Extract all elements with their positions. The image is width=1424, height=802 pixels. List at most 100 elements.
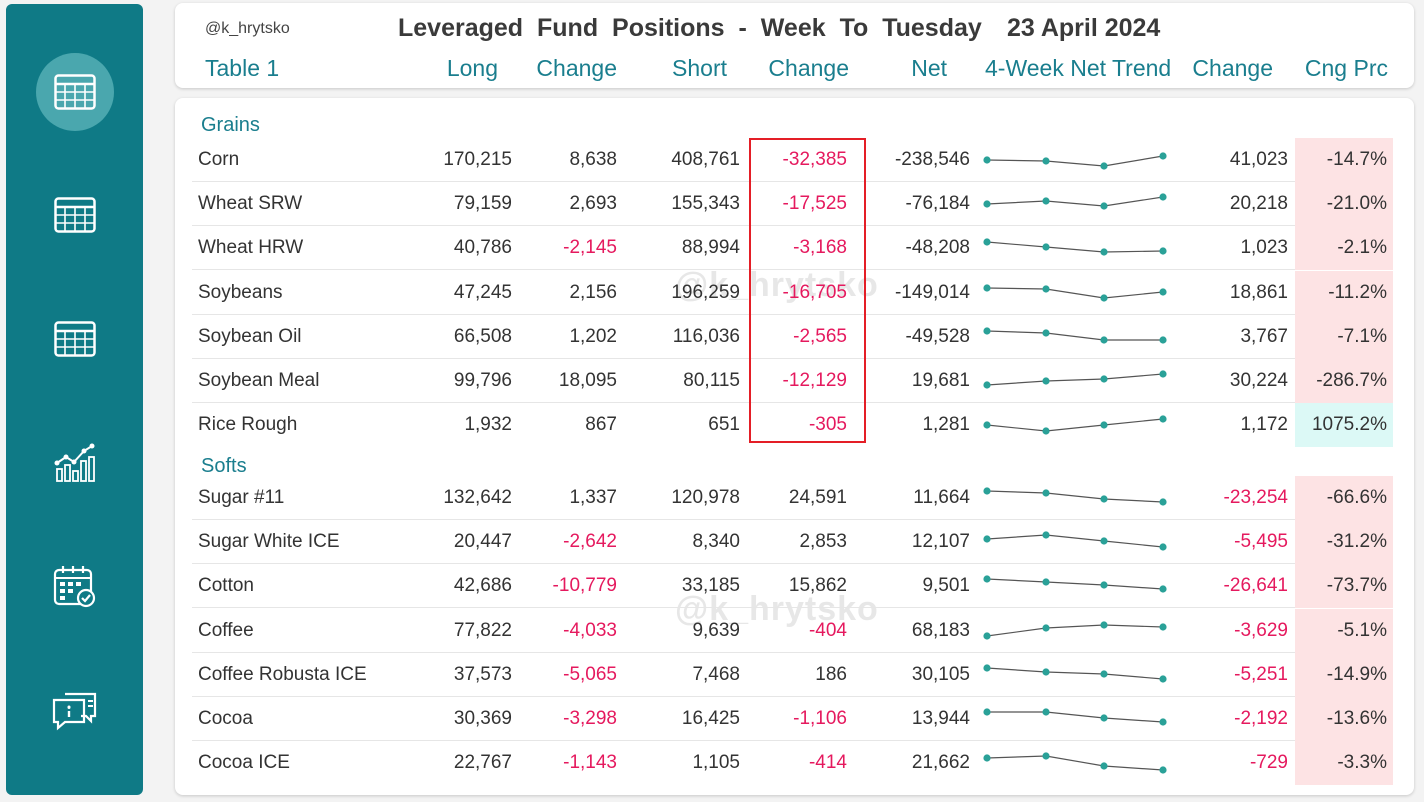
- cell-short-change: -3,168: [793, 237, 847, 259]
- cell-net-change: -729: [1249, 752, 1288, 774]
- nav-item-info[interactable]: [6, 671, 143, 751]
- cell-long-change: -1,143: [563, 752, 617, 774]
- cell-commodity: Cotton: [198, 575, 254, 597]
- cell-short-change: 186: [815, 663, 847, 685]
- cell-long: 40,786: [453, 237, 512, 259]
- cell-net-change: -3,629: [1234, 619, 1288, 641]
- cell-net-change: 18,861: [1229, 281, 1288, 303]
- sparkline-point: [1100, 375, 1108, 383]
- cell-commodity: Sugar White ICE: [198, 531, 340, 553]
- nav-item-calendar[interactable]: [6, 546, 143, 626]
- cell-net: -149,014: [894, 281, 970, 303]
- cell-short: 33,185: [681, 575, 740, 597]
- cell-long: 77,822: [453, 619, 512, 641]
- report-date: 23 April 2024: [1007, 14, 1161, 42]
- cell-commodity: Coffee Robusta ICE: [198, 663, 367, 685]
- sparkline-point: [983, 156, 991, 164]
- table-row[interactable]: Cocoa ICE 22,767 -1,143 1,105 -414 21,662 -729…: [192, 741, 1393, 786]
- table-row[interactable]: Cotton 42,686 -10,779 33,185 15,862 9,501 -26,…: [192, 564, 1393, 609]
- cell-cng-prc: -286.7%: [1295, 359, 1393, 403]
- cell-commodity: Soybean Meal: [198, 370, 320, 391]
- cell-commodity: Corn: [198, 149, 240, 170]
- nav-item-chart[interactable]: [6, 422, 143, 502]
- cell-short-change: 24,591: [788, 487, 847, 508]
- trend-sparkline: [983, 531, 1167, 551]
- table-label: Table 1: [205, 55, 280, 81]
- table-row[interactable]: Wheat SRW 79,159 2,693 155,343 -17,525 -76,18…: [192, 182, 1393, 227]
- table-row[interactable]: Coffee 77,822 -4,033 9,639 -404 68,183 -3,629-…: [192, 608, 1393, 653]
- cell-net: 13,944: [911, 708, 970, 729]
- cell-short: 120,978: [671, 487, 740, 508]
- cell-short: 7,468: [692, 663, 740, 685]
- sparkline-point: [983, 708, 991, 716]
- positions-table: @k_hrytsko @k_hrytsko Grains Corn 170,215 8…: [175, 98, 1414, 795]
- sparkline-point: [983, 283, 991, 292]
- cell-short: 8,340: [692, 531, 740, 553]
- cell-short: 116,036: [672, 325, 740, 347]
- cell-net-change: 20,218: [1229, 193, 1288, 215]
- table-row[interactable]: Soybeans 47,245 2,156 196,259 -16,705 -149,01…: [192, 270, 1393, 315]
- cell-short-change: -17,525: [782, 193, 847, 215]
- watermark: @k_hrytsko: [675, 590, 879, 628]
- sparkline-point: [1159, 675, 1167, 683]
- table-row[interactable]: Rice Rough 1,932 867 651 -305 1,281 1,172 1075.…: [192, 403, 1393, 448]
- nav-item-active-indicator: [35, 53, 114, 131]
- sparkline-point: [1159, 622, 1167, 631]
- chat-info-icon: [52, 692, 96, 731]
- cell-net: 9,501: [922, 575, 970, 597]
- column-header-short-change: Change: [768, 55, 849, 81]
- cell-net: 68,183: [911, 619, 970, 641]
- trend-sparkline: [983, 708, 1167, 726]
- sparkline-point: [1042, 531, 1050, 539]
- cell-long: 37,573: [453, 663, 512, 685]
- cell-short: 155,343: [671, 193, 740, 215]
- cell-net: 30,105: [911, 663, 970, 685]
- cell-commodity: Wheat HRW: [198, 237, 304, 259]
- cell-long: 170,215: [443, 149, 512, 170]
- column-header-trend: 4-Week Net Trend: [985, 55, 1172, 81]
- nav-item-table-2[interactable]: [6, 175, 143, 255]
- cell-long: 22,767: [453, 752, 512, 774]
- cell-long: 79,159: [453, 193, 512, 215]
- cell-short-change: 2,853: [799, 531, 847, 553]
- table-row[interactable]: Sugar #11 132,642 1,337 120,978 24,591 11,664…: [192, 476, 1393, 520]
- cell-short: 80,115: [683, 370, 740, 391]
- table-row[interactable]: Soybean Oil 66,508 1,202 116,036 -2,565 -49,5…: [192, 314, 1393, 359]
- cell-net-change: 30,224: [1229, 370, 1288, 391]
- nav-item-table-1[interactable]: [6, 52, 143, 132]
- nav-item-table-3[interactable]: [6, 299, 143, 379]
- cell-cng-prc: -31.2%: [1295, 520, 1393, 565]
- trend-sparkline: [983, 752, 1167, 774]
- cell-net: -48,208: [905, 237, 970, 259]
- table-row[interactable]: Coffee Robusta ICE 37,573 -5,065 7,468 186 30…: [192, 652, 1393, 697]
- cell-long-change: -3,298: [563, 708, 617, 729]
- sparkline-point: [983, 631, 991, 640]
- sparkline-point: [1159, 193, 1167, 201]
- sparkline-line: [986, 373, 1164, 386]
- cell-net: -76,184: [905, 193, 970, 215]
- cell-cng-prc: -13.6%: [1295, 697, 1393, 741]
- trend-sparkline: [983, 327, 1167, 344]
- cell-long-change: 1,202: [569, 325, 617, 347]
- cell-net: 21,662: [911, 752, 970, 774]
- table-row[interactable]: Corn 170,215 8,638 408,761 -32,385 -238,546 41…: [192, 138, 1393, 182]
- calendar-check-icon: [53, 566, 95, 608]
- cell-commodity: Wheat SRW: [198, 193, 303, 215]
- sparkline-point: [1100, 421, 1108, 429]
- sparkline-point: [1042, 377, 1050, 385]
- cell-cng-prc: -5.1%: [1295, 608, 1393, 653]
- sparkline-line: [986, 755, 1164, 771]
- cell-cng-prc: -14.9%: [1295, 652, 1393, 697]
- cell-short-change: -12,129: [782, 370, 847, 391]
- sparkline-point: [983, 535, 991, 543]
- table-row[interactable]: Wheat HRW 40,786 -2,145 88,994 -3,168 -48,208…: [192, 226, 1393, 271]
- table-row[interactable]: Soybean Meal 99,796 18,095 80,115 -12,129 19,…: [192, 359, 1393, 403]
- column-header-cng-prc: Cng Prc: [1304, 55, 1388, 81]
- sparkline-point: [1159, 152, 1167, 160]
- sparkline-point: [983, 381, 991, 389]
- cell-commodity: Cocoa: [198, 708, 253, 729]
- cell-commodity: Soybeans: [198, 281, 283, 303]
- table-row[interactable]: Cocoa 30,369 -3,298 16,425 -1,106 13,944 -2,19…: [192, 697, 1393, 741]
- sparkline-line: [986, 418, 1164, 432]
- table-row[interactable]: Sugar White ICE 20,447 -2,642 8,340 2,853 12,…: [192, 520, 1393, 565]
